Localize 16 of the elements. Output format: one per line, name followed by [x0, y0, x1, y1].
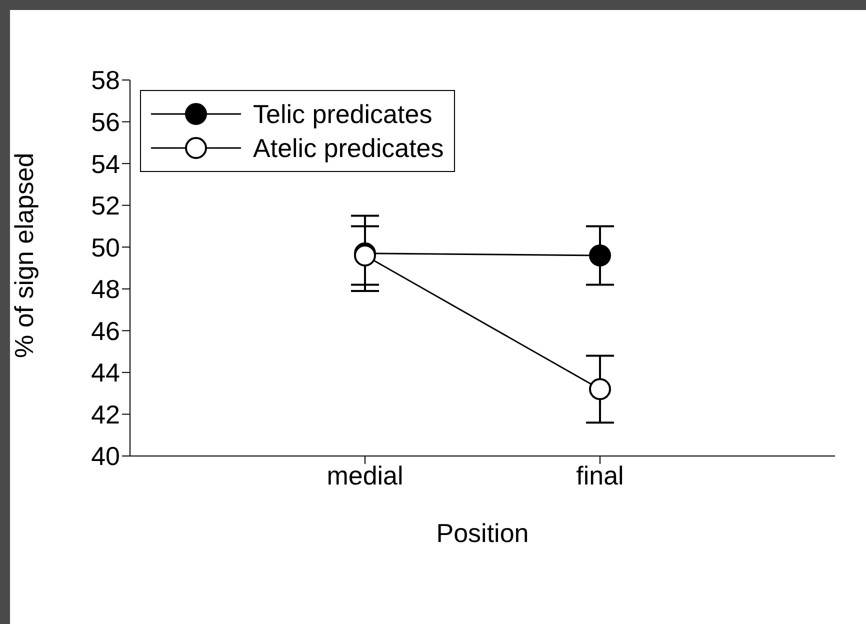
x-tick-label: final — [576, 460, 624, 490]
x-axis-title: Position — [436, 518, 529, 548]
y-tick-label: 58 — [91, 65, 120, 96]
y-tick-label: 54 — [91, 148, 120, 179]
y-tick-label: 50 — [91, 232, 120, 262]
y-tick-label: 46 — [91, 316, 120, 346]
y-tick-label: 44 — [91, 358, 120, 388]
y-tick-label: 48 — [91, 274, 120, 304]
y-axis-title: % of sign elapsed — [9, 152, 40, 358]
legend-label: Atelic predicates — [253, 132, 444, 164]
y-tick-label: 56 — [91, 107, 120, 138]
x-tick-label: medial — [326, 460, 404, 490]
y-tick-label: 42 — [91, 399, 120, 430]
y-tick-label: 40 — [91, 441, 120, 472]
y-tick-label: 52 — [91, 190, 120, 221]
legend-label: Telic predicates — [253, 98, 432, 130]
